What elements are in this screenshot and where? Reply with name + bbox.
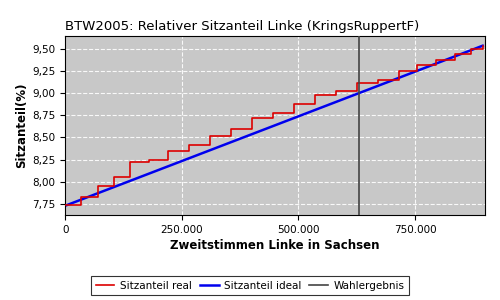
- Sitzanteil real: [186, 143, 192, 146]
- Sitzanteil real: [63, 204, 69, 207]
- Legend: Sitzanteil real, Sitzanteil ideal, Wahlergebnis: Sitzanteil real, Sitzanteil ideal, Wahle…: [92, 277, 408, 295]
- Y-axis label: Sitzanteil(%): Sitzanteil(%): [15, 83, 28, 168]
- Sitzanteil real: [248, 127, 254, 130]
- Line: Sitzanteil real: Sitzanteil real: [66, 46, 482, 206]
- Sitzanteil real: [396, 70, 402, 73]
- Sitzanteil real: [128, 176, 134, 179]
- Sitzanteil real: [452, 52, 458, 56]
- Sitzanteil real: [480, 44, 486, 47]
- Text: BTW2005: Relativer Sitzanteil Linke (KringsRuppertF): BTW2005: Relativer Sitzanteil Linke (Kri…: [65, 20, 420, 33]
- X-axis label: Zweitstimmen Linke in Sachsen: Zweitstimmen Linke in Sachsen: [170, 239, 380, 252]
- Sitzanteil real: [165, 158, 171, 161]
